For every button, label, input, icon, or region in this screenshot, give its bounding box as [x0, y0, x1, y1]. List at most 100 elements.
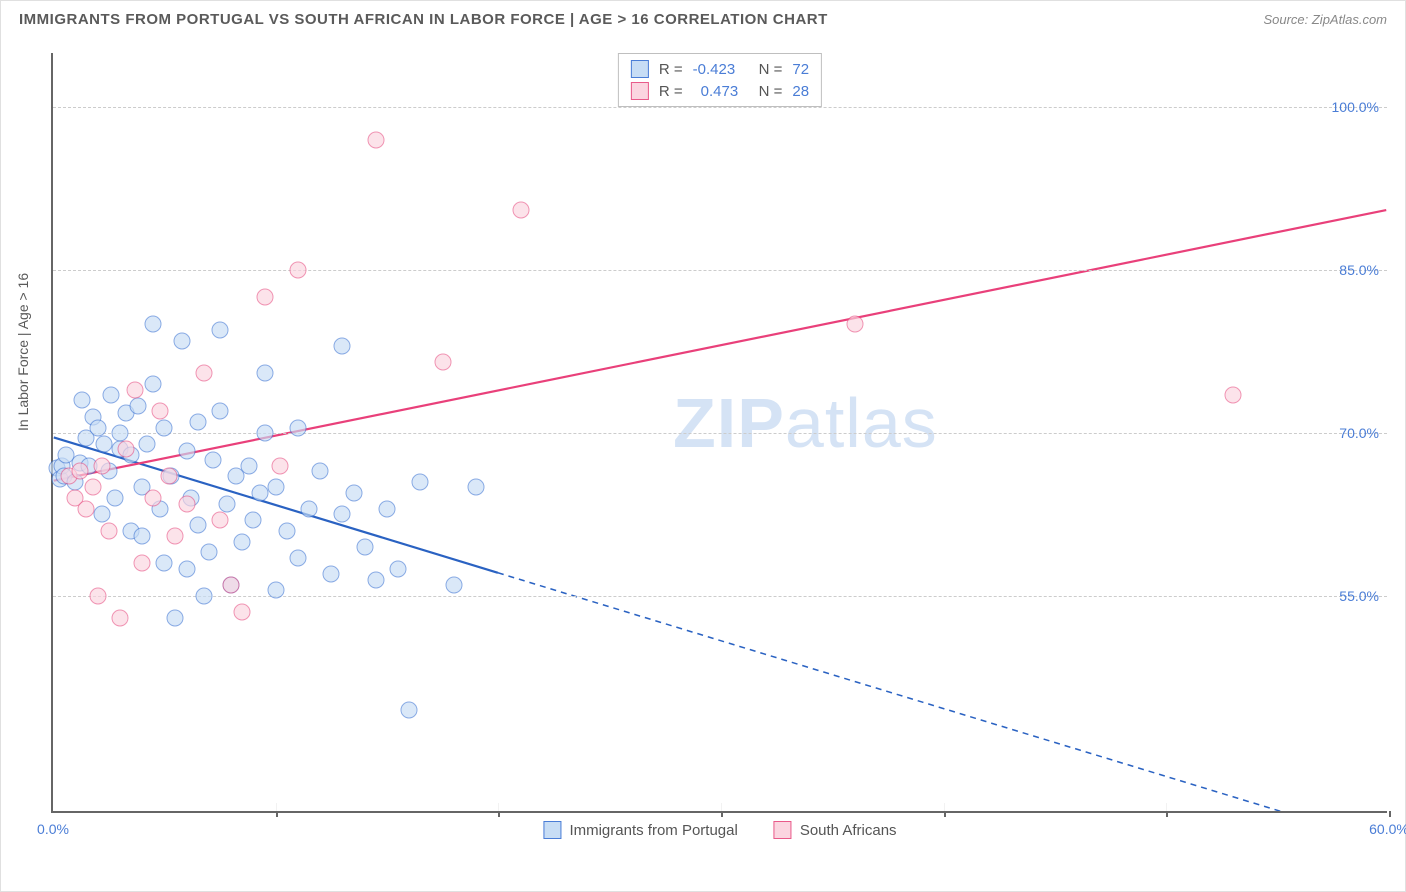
trend-line-extrapolated: [498, 573, 1386, 811]
n-value-portugal: 72: [792, 61, 809, 78]
data-point: [111, 425, 128, 442]
data-point: [129, 397, 146, 414]
data-point: [167, 609, 184, 626]
data-point: [234, 604, 251, 621]
data-point: [278, 522, 295, 539]
data-point: [256, 425, 273, 442]
data-point: [234, 533, 251, 550]
data-point: [151, 403, 168, 420]
x-tick-mark: [721, 811, 723, 817]
data-point: [401, 701, 418, 718]
chart-container: IMMIGRANTS FROM PORTUGAL VS SOUTH AFRICA…: [0, 0, 1406, 892]
gridline-h: [53, 433, 1387, 434]
data-point: [96, 435, 113, 452]
title-bar: IMMIGRANTS FROM PORTUGAL VS SOUTH AFRICA…: [1, 1, 1405, 34]
data-point: [212, 403, 229, 420]
data-point: [196, 587, 213, 604]
series-legend-item: South Africans: [774, 821, 897, 839]
data-point: [267, 479, 284, 496]
legend-swatch-portugal: [631, 60, 649, 78]
legend-swatch-portugal: [543, 821, 561, 839]
gridline-v: [721, 803, 722, 811]
data-point: [196, 365, 213, 382]
data-point: [167, 528, 184, 545]
data-point: [111, 609, 128, 626]
data-point: [445, 577, 462, 594]
data-point: [390, 560, 407, 577]
y-tick-label: 100.0%: [1332, 99, 1379, 115]
data-point: [89, 419, 106, 436]
y-axis-label: In Labor Force | Age > 16: [15, 273, 31, 431]
data-point: [345, 484, 362, 501]
data-point: [189, 414, 206, 431]
plot-area: ZIPatlas R = -0.423 N = 72 R = 0.473 N =…: [51, 53, 1387, 813]
data-point: [174, 332, 191, 349]
data-point: [846, 316, 863, 333]
data-point: [200, 544, 217, 561]
data-point: [289, 262, 306, 279]
watermark-bold: ZIP: [673, 384, 785, 462]
y-tick-label: 85.0%: [1339, 262, 1379, 278]
data-point: [212, 321, 229, 338]
data-point: [223, 577, 240, 594]
data-point: [379, 501, 396, 518]
data-point: [334, 338, 351, 355]
series-legend-item: Immigrants from Portugal: [543, 821, 737, 839]
x-tick-mark: [498, 811, 500, 817]
data-point: [512, 202, 529, 219]
data-point: [134, 528, 151, 545]
data-point: [89, 587, 106, 604]
gridline-h: [53, 107, 1387, 108]
n-value-southafrica: 28: [792, 83, 809, 100]
data-point: [212, 511, 229, 528]
data-point: [272, 457, 289, 474]
chart-title: IMMIGRANTS FROM PORTUGAL VS SOUTH AFRICA…: [19, 11, 828, 28]
data-point: [205, 452, 222, 469]
series-label-southafrica: South Africans: [800, 822, 897, 839]
data-point: [256, 289, 273, 306]
x-tick-mark: [1389, 811, 1391, 817]
n-label: N =: [759, 83, 783, 100]
data-point: [323, 566, 340, 583]
data-point: [160, 468, 177, 485]
gridline-v: [498, 803, 499, 811]
data-point: [1225, 387, 1242, 404]
trend-lines: [53, 53, 1387, 811]
data-point: [145, 316, 162, 333]
r-label: R =: [659, 83, 683, 100]
data-point: [156, 555, 173, 572]
r-label: R =: [659, 61, 683, 78]
data-point: [240, 457, 257, 474]
data-point: [356, 539, 373, 556]
data-point: [434, 354, 451, 371]
data-point: [138, 435, 155, 452]
data-point: [145, 490, 162, 507]
correlation-legend-row: R = 0.473 N = 28: [631, 80, 809, 102]
data-point: [145, 376, 162, 393]
x-tick-label: 0.0%: [37, 821, 69, 837]
correlation-legend-row: R = -0.423 N = 72: [631, 58, 809, 80]
data-point: [252, 484, 269, 501]
data-point: [256, 365, 273, 382]
data-point: [245, 511, 262, 528]
data-point: [127, 381, 144, 398]
data-point: [312, 463, 329, 480]
y-tick-label: 70.0%: [1339, 425, 1379, 441]
data-point: [367, 131, 384, 148]
series-legend: Immigrants from Portugal South Africans: [543, 821, 896, 839]
gridline-v: [1166, 803, 1167, 811]
data-point: [107, 490, 124, 507]
data-point: [178, 495, 195, 512]
data-point: [178, 443, 195, 460]
x-tick-label: 60.0%: [1369, 821, 1406, 837]
data-point: [100, 522, 117, 539]
data-point: [178, 560, 195, 577]
x-tick-mark: [1166, 811, 1168, 817]
data-point: [189, 517, 206, 534]
legend-swatch-southafrica: [631, 82, 649, 100]
data-point: [73, 392, 90, 409]
data-point: [118, 441, 135, 458]
data-point: [468, 479, 485, 496]
correlation-legend: R = -0.423 N = 72 R = 0.473 N = 28: [618, 53, 822, 107]
r-value-portugal: -0.423: [693, 61, 749, 78]
